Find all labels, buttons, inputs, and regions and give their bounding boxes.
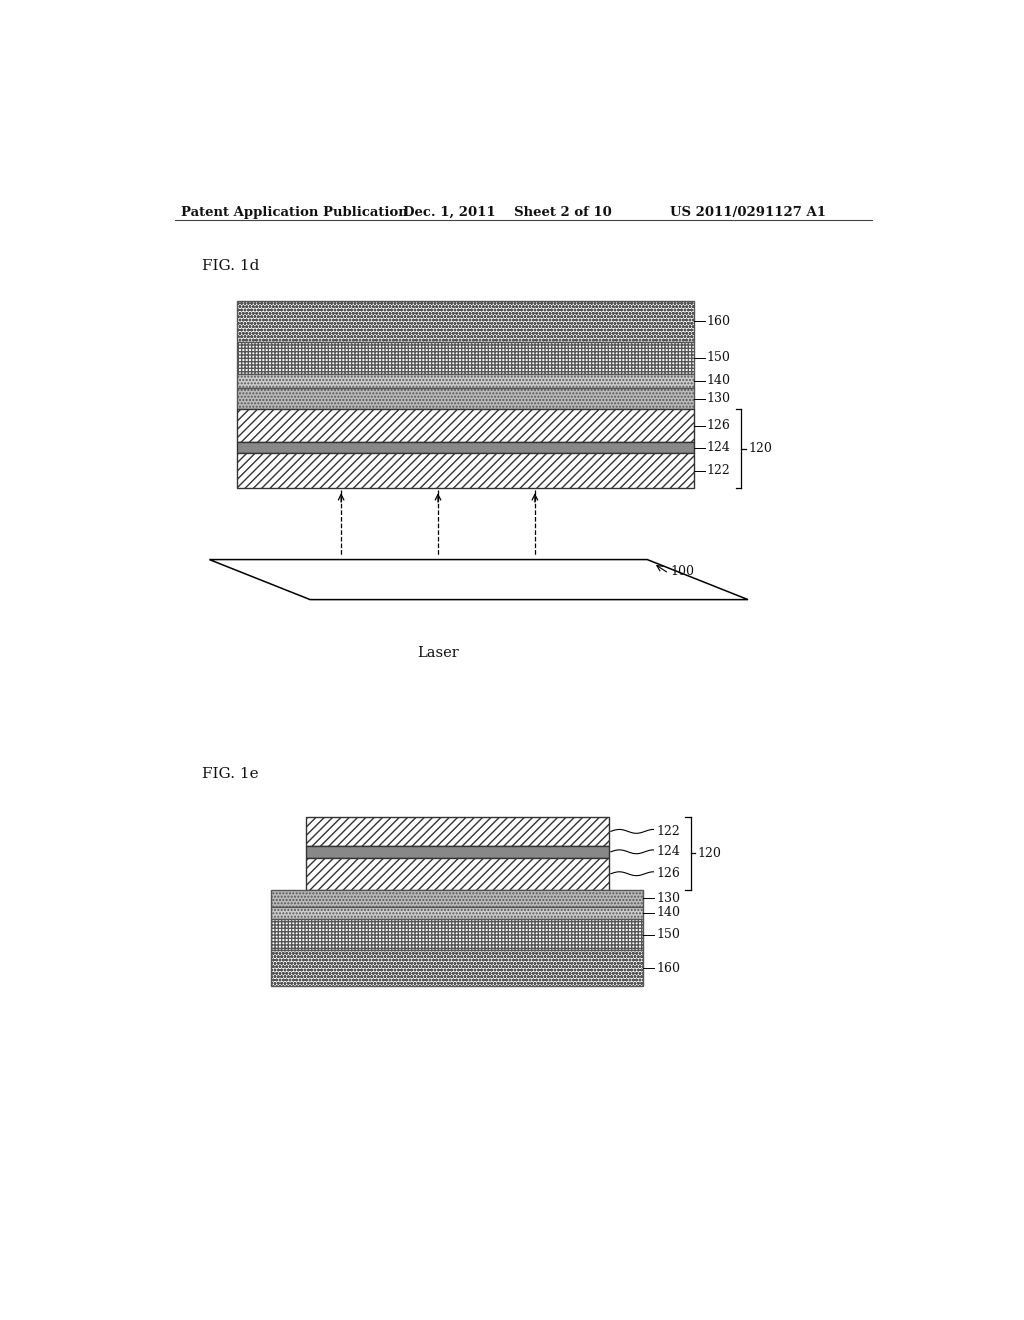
Bar [237, 453, 693, 488]
Polygon shape [209, 560, 748, 599]
Text: 120: 120 [748, 442, 772, 455]
Bar [271, 890, 643, 907]
Text: 124: 124 [707, 441, 731, 454]
Bar [306, 817, 608, 846]
Text: 130: 130 [707, 392, 731, 405]
Text: 160: 160 [707, 314, 731, 327]
Text: 130: 130 [656, 892, 681, 906]
Bar [237, 374, 693, 388]
Bar [271, 919, 643, 950]
Text: Laser: Laser [417, 645, 459, 660]
Text: 120: 120 [697, 847, 722, 859]
Text: Patent Application Publication: Patent Application Publication [180, 206, 408, 219]
Text: 150: 150 [707, 351, 731, 364]
Text: 122: 122 [656, 825, 680, 838]
Bar [306, 846, 608, 858]
Text: 126: 126 [707, 418, 731, 432]
Text: 124: 124 [656, 845, 680, 858]
Bar [306, 858, 608, 890]
Text: FIG. 1d: FIG. 1d [202, 259, 259, 272]
Bar [237, 301, 693, 342]
Text: 140: 140 [656, 907, 681, 920]
Bar [237, 342, 693, 374]
Text: Dec. 1, 2011    Sheet 2 of 10: Dec. 1, 2011 Sheet 2 of 10 [403, 206, 612, 219]
Bar [237, 442, 693, 453]
Bar [271, 907, 643, 919]
Text: 160: 160 [656, 961, 681, 974]
Text: 150: 150 [656, 928, 680, 941]
Bar [271, 950, 643, 986]
Text: 100: 100 [671, 565, 694, 578]
Text: 126: 126 [656, 867, 680, 880]
Bar [237, 409, 693, 442]
Text: 122: 122 [707, 465, 731, 477]
Text: 140: 140 [707, 375, 731, 388]
Text: FIG. 1e: FIG. 1e [202, 767, 258, 780]
Bar [237, 388, 693, 409]
Text: US 2011/0291127 A1: US 2011/0291127 A1 [671, 206, 826, 219]
